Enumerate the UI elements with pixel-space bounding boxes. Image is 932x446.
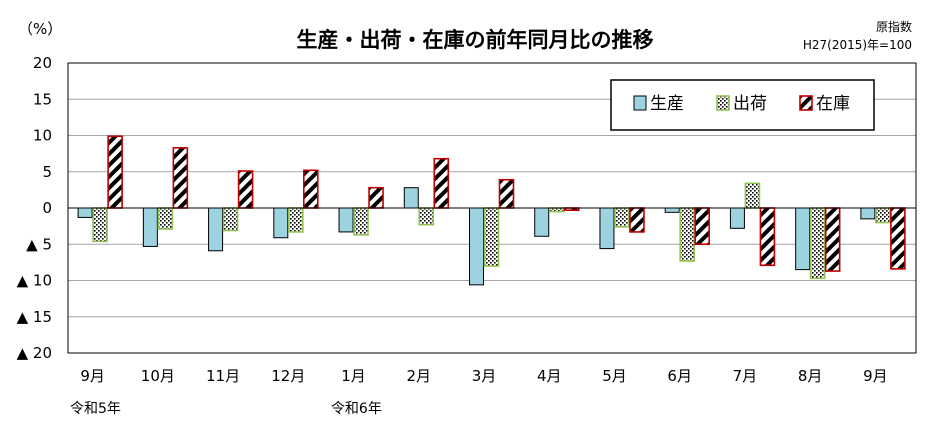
bar-生産 (795, 207, 811, 271)
year-label: 令和6年 (331, 401, 382, 417)
y-tick-label: 20 (33, 54, 52, 72)
bar-在庫 (107, 135, 123, 209)
bar-生産 (599, 207, 615, 250)
x-tick-label: 10月 (141, 367, 175, 385)
x-axis-ticks: 9月 10月 11月 12月 1月 2月 3月 4月 5月 6月 7月 8月 9月 (80, 367, 887, 385)
bar-在庫 (172, 147, 189, 209)
y-tick-label: 5 (42, 163, 52, 181)
bar-出荷 (353, 207, 369, 236)
year-labels: 令和5年 令和6年 (70, 401, 382, 417)
bar-生産 (77, 207, 93, 218)
bar-在庫 (368, 186, 384, 209)
y-tick-label: 15 (33, 90, 52, 108)
bar-生産 (469, 207, 484, 286)
bar-生産 (273, 207, 289, 239)
bar-生産 (208, 207, 224, 252)
x-tick-label: 9月 (80, 367, 105, 385)
y-tick-label: ▲ 20 (17, 344, 52, 362)
bar-出荷 (222, 207, 239, 232)
legend-label: 出荷 (733, 94, 767, 114)
bar-在庫 (890, 207, 906, 270)
y-tick-label: ▲ 15 (17, 308, 52, 326)
bar-出荷 (483, 207, 500, 267)
bar-生産 (403, 187, 419, 209)
legend-label: 生産 (650, 94, 684, 114)
unit-label: （%） (18, 20, 62, 38)
chart-title: 生産・出荷・在庫の前年同月比の推移 (297, 28, 654, 52)
legend: 生産 出荷 在庫 (610, 79, 875, 131)
x-tick-label: 5月 (602, 367, 627, 385)
bar-在庫 (694, 207, 710, 246)
bar-出荷 (679, 207, 695, 262)
x-tick-label: 1月 (341, 367, 366, 385)
bar-在庫 (759, 207, 776, 267)
y-tick-label: 10 (33, 127, 52, 145)
bar-生産 (729, 207, 745, 229)
bar-生産 (860, 207, 876, 220)
index-note-2: H27(2015)年=100 (803, 38, 912, 52)
bar-出荷 (157, 207, 174, 230)
bar-出荷 (548, 207, 565, 213)
bar-出荷 (809, 207, 826, 280)
x-tick-label: 12月 (271, 367, 305, 385)
x-tick-label: 8月 (798, 367, 823, 385)
bar-出荷 (875, 207, 891, 224)
y-axis-ticks: 20 15 10 5 0 ▲ 5 ▲ 10 ▲ 15 ▲ 20 (17, 54, 52, 362)
x-tick-label: 11月 (206, 367, 240, 385)
bar-在庫 (303, 169, 319, 209)
x-tick-label: 9月 (863, 367, 888, 385)
x-tick-label: 2月 (406, 367, 431, 385)
x-tick-label: 4月 (537, 367, 562, 385)
y-tick-label: 0 (42, 199, 52, 217)
legend-label: 在庫 (816, 94, 850, 114)
x-tick-label: 3月 (472, 367, 497, 385)
bar-出荷 (418, 207, 435, 226)
bar-在庫 (824, 207, 841, 272)
bars (77, 135, 906, 286)
legend-swatch (799, 95, 813, 111)
y-tick-label: ▲ 10 (17, 272, 52, 290)
bar-在庫 (498, 178, 515, 209)
bar-生産 (664, 207, 680, 213)
bar-生産 (338, 207, 354, 233)
year-label: 令和5年 (70, 401, 121, 417)
y-tick-label: ▲ 5 (26, 235, 52, 253)
bar-出荷 (92, 207, 108, 243)
x-tick-label: 6月 (667, 367, 692, 385)
bar-在庫 (433, 157, 450, 209)
bar-出荷 (288, 207, 304, 233)
legend-box (610, 79, 875, 131)
bar-生産 (534, 207, 550, 237)
bar-出荷 (744, 182, 761, 209)
bar-在庫 (629, 207, 645, 233)
bar-出荷 (614, 207, 630, 228)
legend-swatch (716, 95, 730, 111)
x-tick-label: 7月 (733, 367, 758, 385)
index-note-1: 原指数 (876, 19, 912, 34)
legend-swatch (633, 95, 647, 111)
bar-在庫 (237, 170, 254, 209)
bar-生産 (142, 207, 158, 247)
